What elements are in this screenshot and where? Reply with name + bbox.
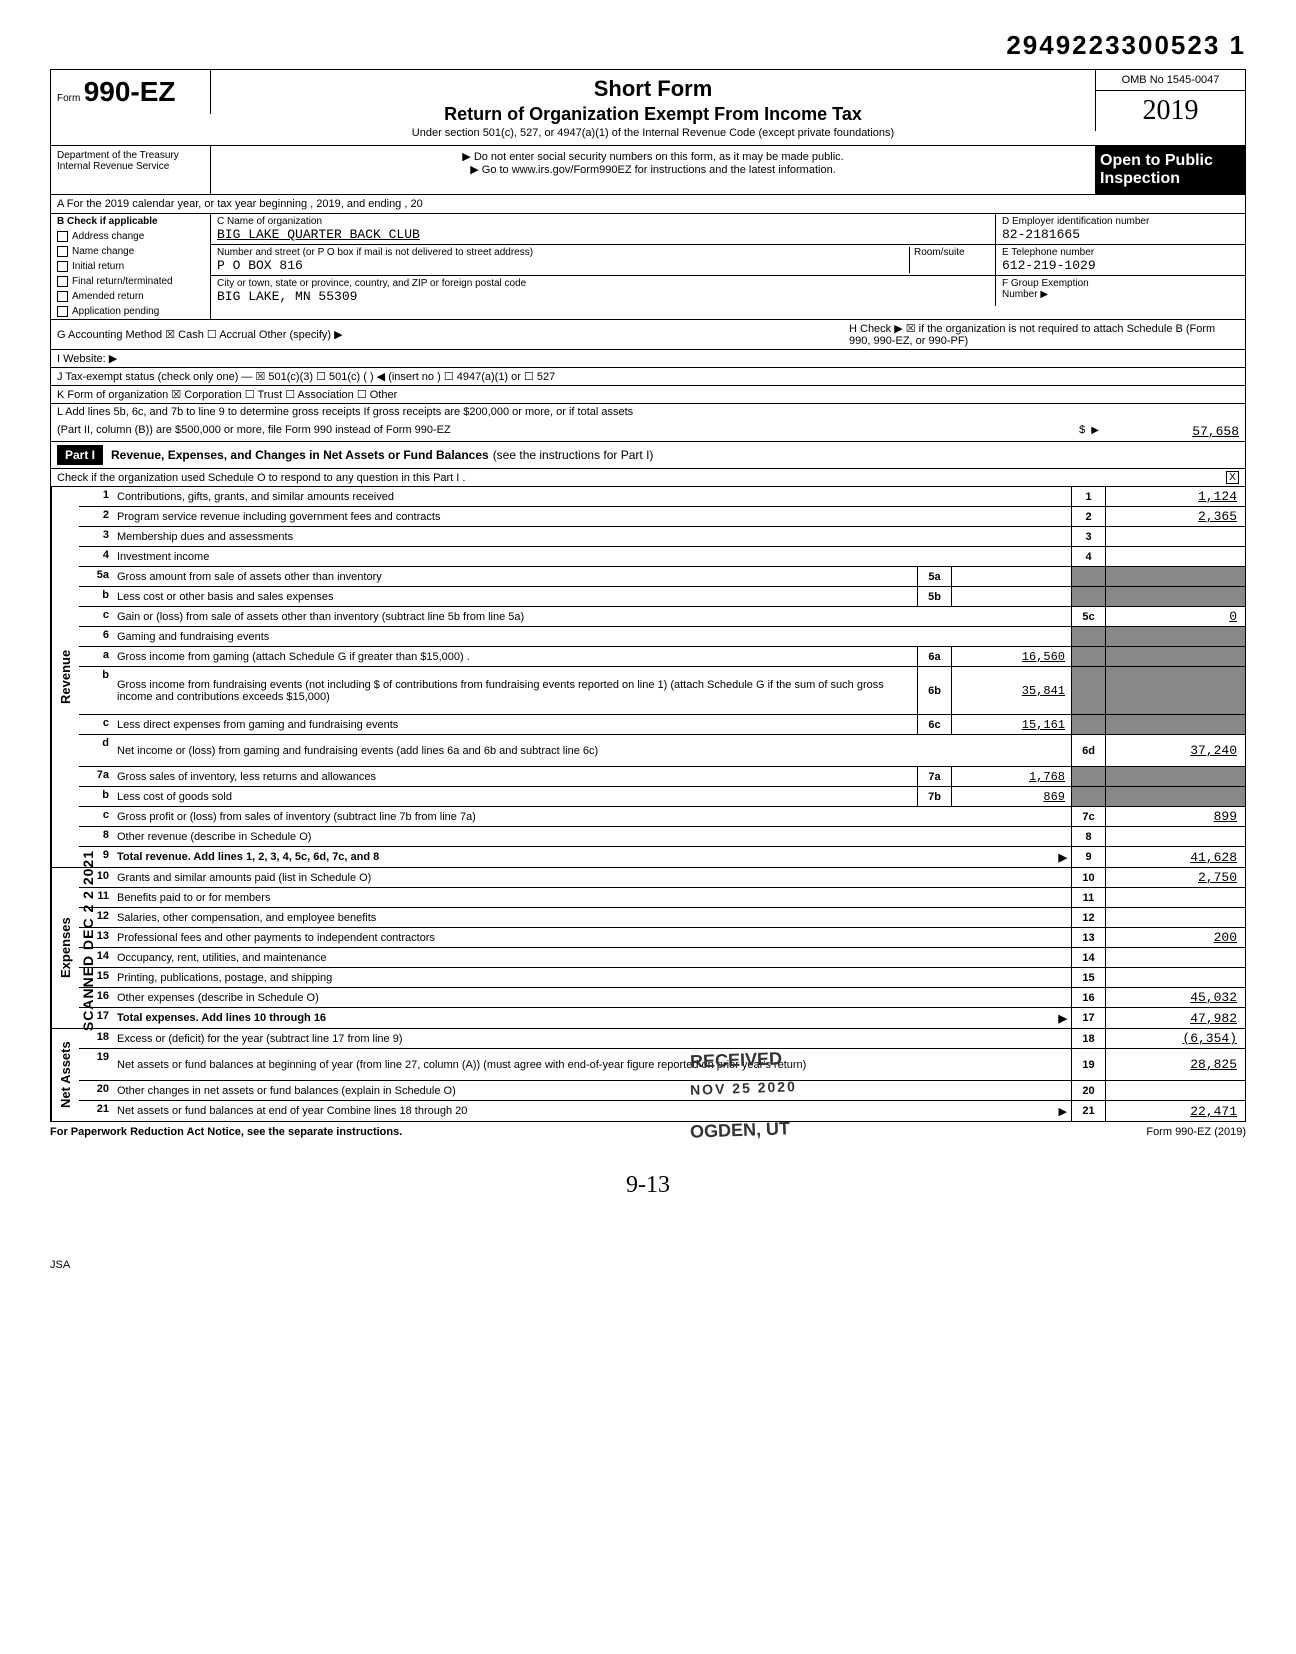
- line-6b: Gross income from fundraising events (no…: [113, 667, 917, 714]
- org-info-grid: B Check if applicable Address change Nam…: [50, 214, 1246, 320]
- goto-line: ▶ Go to www.irs.gov/Form990EZ for instru…: [221, 163, 1085, 176]
- omb-number: OMB No 1545-0047: [1096, 70, 1245, 91]
- line-10: Grants and similar amounts paid (list in…: [113, 868, 1071, 887]
- line-13: Professional fees and other payments to …: [113, 928, 1071, 947]
- line-8: Other revenue (describe in Schedule O): [113, 827, 1071, 846]
- stamp-scanned: SCANNED DEC 2 2 2021: [80, 850, 96, 1031]
- d-label: D Employer identification number: [1002, 216, 1239, 227]
- line-3: Membership dues and assessments: [113, 527, 1071, 546]
- revenue-section: Revenue 1Contributions, gifts, grants, a…: [50, 487, 1246, 867]
- line-5c: Gain or (loss) from sale of assets other…: [113, 607, 1071, 626]
- c-label: C Name of organization: [217, 216, 989, 227]
- form-label: Form: [57, 93, 80, 104]
- line-21: Net assets or fund balances at end of ye…: [113, 1101, 1071, 1121]
- gross-receipts: 57,658: [1099, 424, 1239, 439]
- line-k-form: K Form of organization ☒ Corporation ☐ T…: [50, 386, 1246, 404]
- chk-initial-return[interactable]: Initial return: [51, 259, 210, 274]
- phone: 612-219-1029: [1002, 258, 1239, 273]
- room-label: Room/suite: [909, 247, 989, 273]
- line-16: Other expenses (describe in Schedule O): [113, 988, 1071, 1007]
- ein: 82-2181665: [1002, 227, 1239, 242]
- line-1: Contributions, gifts, grants, and simila…: [113, 487, 1071, 506]
- street: P O BOX 816: [217, 258, 909, 273]
- line-11: Benefits paid to or for members: [113, 888, 1071, 907]
- chk-application-pending[interactable]: Application pending: [51, 304, 210, 319]
- line-l: L Add lines 5b, 6c, and 7b to line 9 to …: [50, 404, 1246, 442]
- stamp-ogden: OGDEN, UT: [690, 1118, 791, 1142]
- under-section: Under section 501(c), 527, or 4947(a)(1)…: [221, 127, 1085, 139]
- street-label: Number and street (or P O box if mail is…: [217, 247, 909, 258]
- line-6a: Gross income from gaming (attach Schedul…: [113, 647, 917, 666]
- line-9: Total revenue. Add lines 1, 2, 3, 4, 5c,…: [113, 847, 1071, 867]
- line-g-accounting: G Accounting Method ☒ Cash ☐ Accrual Oth…: [50, 320, 1246, 350]
- b-header: B Check if applicable: [51, 214, 210, 229]
- city-label: City or town, state or province, country…: [217, 278, 989, 289]
- f-label: F Group Exemption: [1002, 278, 1239, 289]
- chk-name-change[interactable]: Name change: [51, 244, 210, 259]
- revenue-label: Revenue: [51, 487, 79, 867]
- line-20: Other changes in net assets or fund bala…: [113, 1081, 1071, 1100]
- expenses-section: Expenses 10Grants and similar amounts pa…: [50, 867, 1246, 1028]
- line-7c: Gross profit or (loss) from sales of inv…: [113, 807, 1071, 826]
- line-19: Net assets or fund balances at beginning…: [113, 1049, 1071, 1080]
- line-7b: Less cost of goods sold: [113, 787, 917, 806]
- line-17: Total expenses. Add lines 10 through 16▶: [113, 1008, 1071, 1028]
- signature: 9-13: [50, 1172, 1246, 1199]
- line-5a: Gross amount from sale of assets other t…: [113, 567, 917, 586]
- line-j-status: J Tax-exempt status (check only one) — ☒…: [50, 368, 1246, 386]
- f-label2: Number ▶: [1002, 289, 1239, 300]
- line-6d: Net income or (loss) from gaming and fun…: [113, 735, 1071, 766]
- line-12: Salaries, other compensation, and employ…: [113, 908, 1071, 927]
- line-i-website: I Website: ▶: [50, 350, 1246, 368]
- row-a-taxyear: A For the 2019 calendar year, or tax yea…: [50, 195, 1246, 214]
- line-7a: Gross sales of inventory, less returns a…: [113, 767, 917, 786]
- line-2: Program service revenue including govern…: [113, 507, 1071, 526]
- line-5b: Less cost or other basis and sales expen…: [113, 587, 917, 606]
- line-6: Gaming and fundraising events: [113, 627, 1071, 646]
- expenses-label: Expenses: [51, 868, 79, 1028]
- form-subtitle: Return of Organization Exempt From Incom…: [221, 104, 1085, 125]
- part1-check: Check if the organization used Schedule …: [50, 469, 1246, 487]
- ssn-warning: ▶ Do not enter social security numbers o…: [221, 150, 1085, 163]
- netassets-label: Net Assets: [51, 1029, 79, 1121]
- line-14: Occupancy, rent, utilities, and maintena…: [113, 948, 1071, 967]
- tracking-id: 2949223300523 1: [50, 30, 1246, 61]
- chk-final-return[interactable]: Final return/terminated: [51, 274, 210, 289]
- org-name: BIG LAKE QUARTER BACK CLUB: [217, 227, 989, 242]
- city: BIG LAKE, MN 55309: [217, 289, 989, 304]
- form-header: Form 990-EZ Short Form Return of Organiz…: [50, 69, 1246, 146]
- line-h: H Check ▶ ☒ if the organization is not r…: [849, 322, 1239, 347]
- line-15: Printing, publications, postage, and shi…: [113, 968, 1071, 987]
- dept-label: Department of the Treasury Internal Reve…: [51, 146, 211, 194]
- dept-row: Department of the Treasury Internal Reve…: [50, 146, 1246, 195]
- line-18: Excess or (deficit) for the year (subtra…: [113, 1029, 1071, 1048]
- e-label: E Telephone number: [1002, 247, 1239, 258]
- tax-year: 2019: [1096, 91, 1245, 131]
- netassets-section: Net Assets 18Excess or (deficit) for the…: [50, 1028, 1246, 1122]
- form-title: Short Form: [221, 76, 1085, 102]
- open-public: Open to Public Inspection: [1096, 146, 1245, 194]
- jsa: JSA: [50, 1259, 1246, 1271]
- schedule-o-check[interactable]: X: [1226, 471, 1239, 484]
- form-number: 990-EZ: [84, 76, 176, 107]
- footer: For Paperwork Reduction Act Notice, see …: [50, 1122, 1246, 1142]
- line-6c: Less direct expenses from gaming and fun…: [113, 715, 917, 734]
- part1-header: Part I Revenue, Expenses, and Changes in…: [50, 442, 1246, 469]
- stamp-received: RECEIVED: [690, 1048, 783, 1072]
- chk-address-change[interactable]: Address change: [51, 229, 210, 244]
- line-4: Investment income: [113, 547, 1071, 566]
- chk-amended[interactable]: Amended return: [51, 289, 210, 304]
